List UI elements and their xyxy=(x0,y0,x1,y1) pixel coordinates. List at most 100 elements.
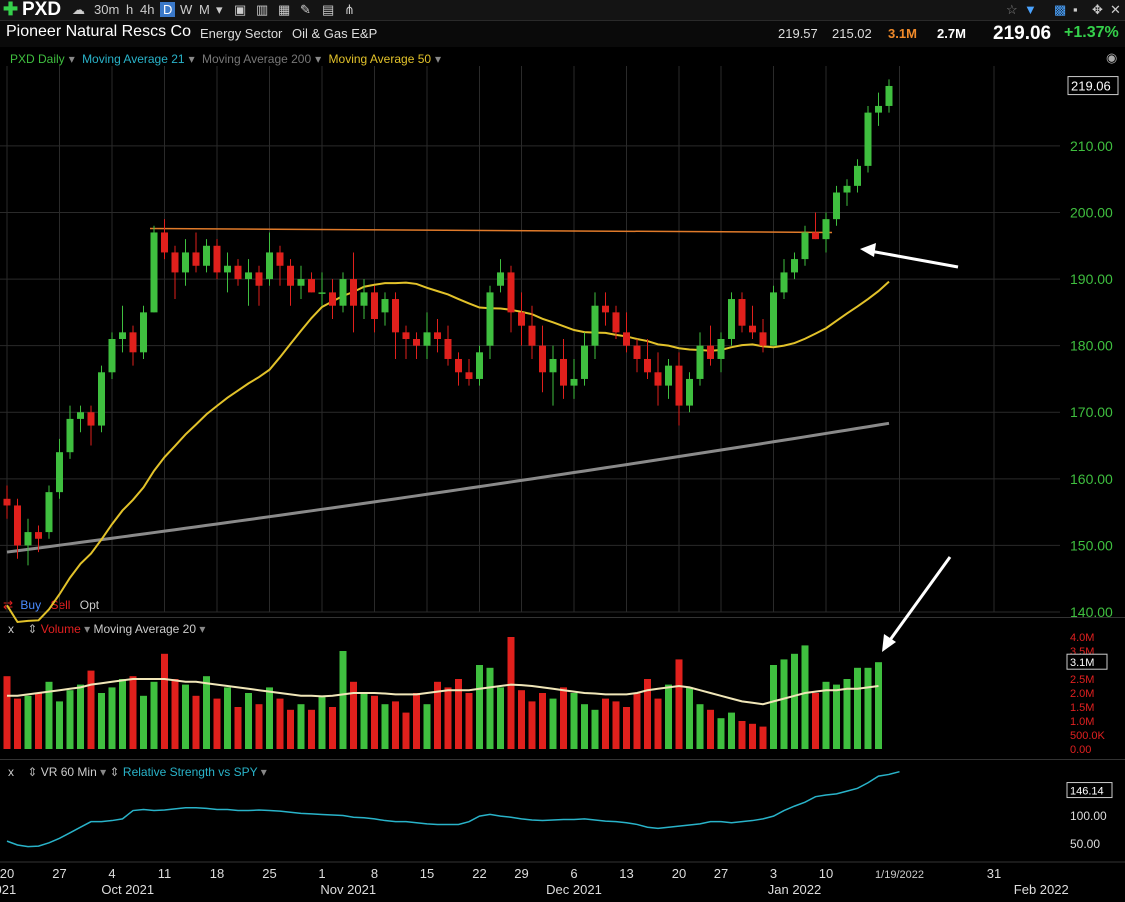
chart-type-icon[interactable]: ▣ xyxy=(234,2,247,17)
annotation-arrowhead xyxy=(882,634,896,652)
legend-ma21[interactable]: Moving Average 21 xyxy=(82,52,185,66)
candle-body xyxy=(854,165,861,186)
opt-button[interactable]: Opt xyxy=(79,598,100,612)
candle-body xyxy=(560,358,567,386)
candle-body xyxy=(549,358,557,373)
volume-bar xyxy=(455,679,462,749)
candle-body xyxy=(66,418,74,453)
timeframe-m[interactable]: M xyxy=(199,2,210,17)
volume-bar xyxy=(875,662,882,749)
bars-icon[interactable]: ▥ xyxy=(256,2,269,17)
chat-icon[interactable]: ☁ xyxy=(72,2,85,17)
symbol-ticker[interactable]: PXD xyxy=(22,0,62,20)
pencil-icon[interactable]: ✎ xyxy=(300,2,311,17)
sort-icon[interactable]: ⇕ xyxy=(109,765,120,779)
trade-icon[interactable]: ⇄ xyxy=(3,598,14,612)
legend-ma200[interactable]: Moving Average 200 xyxy=(201,52,312,66)
dropdown-arrow-icon[interactable]: ▾ xyxy=(260,765,267,779)
dropdown-arrow-icon[interactable]: ▾ xyxy=(315,52,322,66)
candle-body xyxy=(801,232,809,260)
sort-icon[interactable]: ⇕ xyxy=(27,622,38,636)
volume-bar xyxy=(129,676,137,749)
month-axis-label: Jan 2022 xyxy=(768,882,822,897)
dropdown-arrow-icon[interactable]: ▾ xyxy=(435,52,442,66)
candle-body xyxy=(507,272,515,313)
legend-main[interactable]: PXD Daily xyxy=(10,52,65,66)
rs-panel-title[interactable]: VR 60 Min xyxy=(40,765,97,779)
candle-body xyxy=(864,112,872,166)
sort-icon[interactable]: ⇕ xyxy=(27,765,38,779)
buy-button[interactable]: Buy xyxy=(20,598,42,612)
candle-body xyxy=(686,378,693,406)
settings-icon[interactable]: ◉ xyxy=(1106,50,1118,65)
volume-bar xyxy=(35,693,42,749)
volume-ma-label[interactable]: Moving Average 20 xyxy=(93,622,197,636)
candle-body xyxy=(413,339,420,346)
move-icon[interactable]: ✥ xyxy=(1092,2,1103,17)
volume-bar xyxy=(560,687,567,749)
volume-bar xyxy=(696,704,704,749)
timeframe-h[interactable]: h xyxy=(126,2,134,17)
volume-bar xyxy=(203,676,210,749)
date-axis-tick: 1/19/2022 xyxy=(875,869,924,881)
volume-bar xyxy=(644,679,651,749)
candle-body xyxy=(402,332,410,339)
share-icon[interactable]: ⋔ xyxy=(344,2,355,17)
candle-body xyxy=(234,265,242,280)
volume-bar xyxy=(623,707,630,749)
sector-label[interactable]: Energy Sector xyxy=(200,26,283,41)
volume-bar xyxy=(581,704,588,749)
dropdown-arrow-icon[interactable]: ▾ xyxy=(199,622,206,636)
calculator-icon[interactable]: ▦ xyxy=(278,2,291,17)
candle-body xyxy=(360,292,368,306)
low-value: 215.02 xyxy=(832,26,872,41)
timeframe-4h[interactable]: 4h xyxy=(140,2,155,17)
volume-bar xyxy=(234,707,242,749)
timeframe-30m[interactable]: 30m xyxy=(94,2,120,17)
volume-panel-header: x ⇕ Volume ▾ Moving Average 20 ▾ xyxy=(8,622,205,636)
template-icon[interactable]: ▤ xyxy=(322,2,335,17)
volume-bar xyxy=(507,637,515,749)
legend-ma50[interactable]: Moving Average 50 xyxy=(328,52,432,66)
sell-button[interactable]: Sell xyxy=(50,598,71,612)
volume-close-button[interactable]: x xyxy=(8,622,14,636)
last-price: 219.06 xyxy=(993,23,1052,44)
add-symbol-icon[interactable]: ✚ xyxy=(3,0,19,19)
timeframe-d[interactable]: D xyxy=(160,2,176,17)
star-icon[interactable]: ☆ xyxy=(1006,2,1018,17)
dropdown-arrow-icon[interactable]: ▾ xyxy=(84,622,91,636)
dropdown-arrow-icon[interactable]: ▾ xyxy=(188,52,195,66)
candle-body xyxy=(3,498,11,506)
industry-label[interactable]: Oil & Gas E&P xyxy=(292,26,378,41)
candle-body xyxy=(822,219,830,240)
volume-bar xyxy=(686,687,693,749)
volume-title[interactable]: Volume xyxy=(40,622,81,636)
close-icon[interactable]: ✕ xyxy=(1110,2,1121,17)
volume-bar xyxy=(192,695,200,749)
volume-bar xyxy=(3,676,11,749)
candle-body xyxy=(665,365,672,386)
dropdown-arrow-icon[interactable]: ▾ xyxy=(68,52,75,66)
save-icon[interactable]: ▪ xyxy=(1073,2,1078,17)
price-axis-tick: 160.00 xyxy=(1070,471,1113,487)
price-axis-tick: 150.00 xyxy=(1070,537,1113,553)
price-axis-tick: 210.00 xyxy=(1070,138,1113,154)
dropdown-arrow-icon[interactable]: ▾ xyxy=(100,765,107,779)
dropdown-arrow-icon[interactable]: ▾ xyxy=(216,2,223,17)
volume-bar xyxy=(287,709,294,749)
candle-body xyxy=(707,345,714,359)
realtime-icon[interactable]: ▼ xyxy=(1024,2,1037,17)
rs-indicator-label[interactable]: Relative Strength vs SPY xyxy=(122,765,258,779)
volume-bar xyxy=(434,681,441,749)
volume-axis-tick: 3.5M xyxy=(1070,646,1094,658)
snapshot-icon[interactable]: ▩ xyxy=(1054,2,1067,17)
date-axis-tick: 6 xyxy=(570,866,577,881)
volume-bar xyxy=(717,718,725,749)
panel-divider[interactable] xyxy=(0,759,1125,760)
date-axis-tick: 8 xyxy=(371,866,378,881)
rs-close-button[interactable]: x xyxy=(8,765,14,779)
panel-divider[interactable] xyxy=(0,617,1125,618)
volume-bar xyxy=(171,679,179,749)
volume-bar xyxy=(150,681,158,749)
timeframe-w[interactable]: W xyxy=(180,2,193,17)
